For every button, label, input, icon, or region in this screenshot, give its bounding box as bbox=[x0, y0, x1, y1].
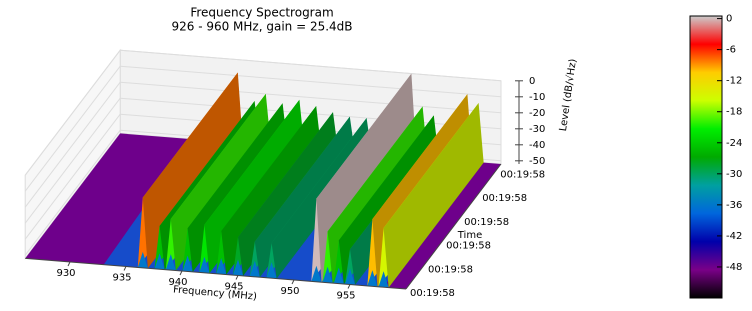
x-tick bbox=[68, 262, 70, 266]
colorbar-tick-label: -18 bbox=[726, 107, 742, 118]
z-tick-label: -10 bbox=[529, 92, 545, 103]
y-tick-label: 00:19:58 bbox=[410, 288, 455, 299]
y-axis-label: Time bbox=[457, 230, 482, 241]
colorbar-tick-label: -42 bbox=[726, 231, 742, 242]
y-tick-label: 00:19:58 bbox=[446, 241, 491, 252]
colorbar bbox=[690, 16, 722, 298]
colorbar-tick-label: -48 bbox=[726, 262, 742, 273]
y-tick-label: 00:19:58 bbox=[500, 169, 545, 180]
z-axis-label: Level (dB/√Hz) bbox=[558, 58, 579, 132]
colorbar-tick-label: -24 bbox=[726, 138, 742, 149]
chart: Frequency Spectrogram 926 - 960 MHz, gai… bbox=[0, 0, 752, 311]
z-tick-label: 0 bbox=[529, 76, 535, 87]
x-tick-label: 940 bbox=[168, 277, 187, 288]
colorbar-tick-label: -30 bbox=[726, 169, 742, 180]
x-tick-label: 955 bbox=[336, 291, 355, 302]
y-tick-label: 00:19:58 bbox=[464, 217, 509, 228]
colorbar-tick-label: -6 bbox=[726, 45, 736, 56]
y-tick-label: 00:19:58 bbox=[428, 264, 473, 275]
z-tick-label: -50 bbox=[529, 156, 545, 167]
x-tick bbox=[236, 276, 238, 280]
z-tick-label: -30 bbox=[529, 124, 545, 135]
colorbar-tick-label: 0 bbox=[726, 14, 732, 25]
x-tick-label: 950 bbox=[280, 286, 299, 297]
x-tick bbox=[180, 271, 182, 275]
x-tick bbox=[292, 280, 294, 284]
colorbar-tick-label: -12 bbox=[726, 76, 742, 87]
x-tick-label: 935 bbox=[112, 273, 131, 284]
x-tick bbox=[124, 267, 126, 271]
x-tick-label: 930 bbox=[56, 268, 75, 279]
chart-title: Frequency Spectrogram bbox=[190, 6, 333, 20]
chart-subtitle: 926 - 960 MHz, gain = 25.4dB bbox=[171, 20, 352, 34]
x-tick-label: 945 bbox=[224, 282, 243, 293]
z-tick-label: -20 bbox=[529, 108, 545, 119]
colorbar-tick-label: -36 bbox=[726, 200, 742, 211]
x-tick bbox=[348, 285, 350, 289]
y-tick-label: 00:19:58 bbox=[482, 193, 527, 204]
z-tick-label: -40 bbox=[529, 140, 545, 151]
